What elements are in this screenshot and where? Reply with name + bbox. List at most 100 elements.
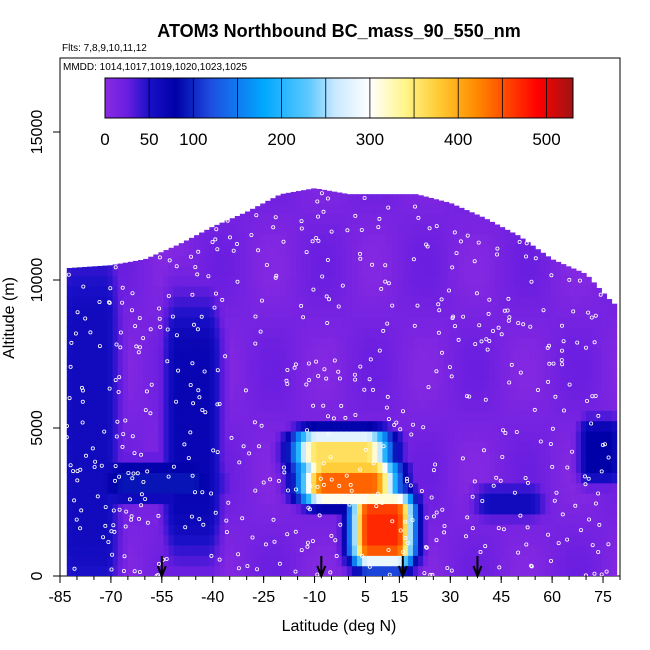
heatmap-cell [270,296,277,308]
heatmap-cell [255,503,261,515]
heatmap-cell [392,244,399,256]
heatmap-cell [87,555,93,567]
heatmap-cell [346,337,353,349]
heatmap-cell [550,379,557,391]
heatmap-cell [82,555,88,567]
heatmap-cell [336,213,343,225]
heatmap-cell [102,472,109,484]
heatmap-cell [204,524,210,536]
observation-point [339,403,344,408]
observation-point [550,464,555,469]
heatmap-cell [158,410,165,422]
heatmap-cell [514,410,521,422]
heatmap-cell [423,420,429,432]
heatmap-cell [341,285,348,297]
heatmap-cell [438,430,445,442]
observation-point [259,298,264,303]
heatmap-cell [377,379,384,391]
heatmap-cell [239,265,246,277]
heatmap-cell [428,420,434,432]
heatmap-cell [97,503,104,515]
heatmap-cell [367,441,373,453]
heatmap-cell [148,348,154,360]
heatmap-cell [565,493,572,505]
heatmap-cell [209,451,216,463]
heatmap-cell [290,327,297,339]
heatmap-cell [107,275,114,287]
heatmap-cell [580,399,587,411]
heatmap-cell [489,565,496,576]
heatmap-cell [219,368,226,380]
heatmap-cell [402,379,409,391]
heatmap-cell [499,368,506,380]
heatmap-cell [458,368,465,380]
heatmap-cell [555,441,562,453]
heatmap-cell [377,368,384,380]
observation-point [593,313,598,318]
heatmap-cell [107,410,114,422]
heatmap-cell [351,296,358,308]
heatmap-cell [458,430,465,442]
observation-point [195,272,200,277]
heatmap-cell [97,389,104,401]
heatmap-cell [66,306,73,318]
observation-point [317,513,322,518]
heatmap-cell [489,275,496,287]
heatmap-cell [102,534,109,546]
heatmap-cell [499,389,506,401]
observation-point [501,428,506,433]
heatmap-cell [290,565,297,576]
heatmap-cell [367,389,373,401]
heatmap-cell [250,368,256,380]
heatmap-cell [443,555,450,567]
heatmap-cell [311,420,317,432]
heatmap-cell [204,513,210,525]
heatmap-cell [387,472,394,484]
heatmap-cell [316,254,322,266]
heatmap-cell [97,534,104,546]
heatmap-cell [87,327,93,339]
heatmap-cell [224,317,231,328]
heatmap-cell [300,389,307,401]
heatmap-cell [606,348,613,360]
heatmap-cell [463,327,470,339]
observation-point [503,430,508,435]
heatmap-cell [474,420,480,432]
observation-point [199,314,204,319]
observation-point [362,195,367,200]
heatmap-cell [316,379,322,391]
heatmap-cell [127,265,134,277]
heatmap-cell [545,503,552,515]
heatmap-cell [524,410,531,422]
heatmap-cell [474,296,480,308]
heatmap-cell [392,503,399,515]
heatmap-cell [407,399,414,411]
heatmap-cell [387,348,394,360]
heatmap-cell [199,482,205,494]
observation-point [472,259,477,264]
observation-point [324,294,329,299]
heatmap-cell [168,368,175,380]
heatmap-cell [519,534,526,546]
heatmap-cell [433,296,440,308]
observation-point [200,490,205,495]
heatmap-cell [178,358,185,370]
heatmap-cell [194,534,200,546]
heatmap-cell [397,430,404,442]
heatmap-cell [540,410,546,422]
heatmap-cell [606,524,613,536]
heatmap-cell [463,296,470,308]
heatmap-cell [453,368,460,380]
heatmap-cell [555,410,562,422]
heatmap-cell [244,296,251,308]
heatmap-cell [397,358,404,370]
heatmap-cell [280,379,287,391]
heatmap-cell [244,337,251,349]
observation-point [498,478,503,483]
observation-point [97,344,102,349]
heatmap-cell [443,275,450,287]
heatmap-cell [265,296,272,308]
observation-point [285,381,290,386]
heatmap-cell [229,565,236,576]
heatmap-cell [540,513,546,525]
